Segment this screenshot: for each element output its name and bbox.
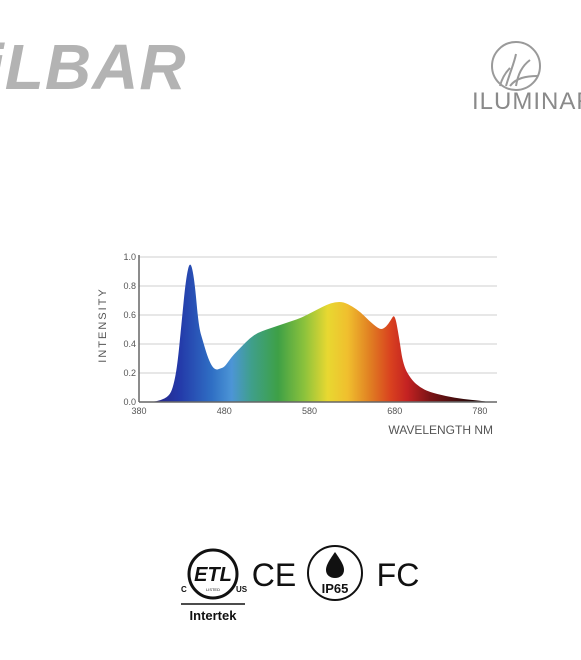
x-axis-label: WAVELENGTH NM xyxy=(388,423,493,437)
etl-us-text: US xyxy=(236,585,248,594)
certification-logos: ETL LISTED C US Intertek CE IP65 FC xyxy=(170,540,430,630)
y-tick-label: 0.6 xyxy=(123,310,136,320)
x-tick-label: 380 xyxy=(131,406,146,416)
ce-mark: CE xyxy=(252,554,296,599)
iluminar-logo: ILUMINAR xyxy=(470,36,581,116)
ip65-mark: IP65 xyxy=(304,542,366,609)
etl-c-text: C xyxy=(181,585,187,594)
y-tick-label: 1.0 xyxy=(123,252,136,262)
spectrum-area xyxy=(139,264,489,402)
x-tick-label: 680 xyxy=(387,406,402,416)
x-tick-label: 580 xyxy=(302,406,317,416)
fcc-icon: FC xyxy=(377,557,420,593)
etl-listed-mark: ETL LISTED C US Intertek xyxy=(175,544,251,627)
chart-axes xyxy=(138,255,497,403)
ip65-text: IP65 xyxy=(322,581,349,596)
fcc-mark: FC xyxy=(376,554,420,599)
etl-listed-text: LISTED xyxy=(206,587,220,592)
y-tick-label: 0.2 xyxy=(123,368,136,378)
spectrum-chart: 0.0 0.2 0.4 0.6 0.8 1.0 380 480 580 680 780 INTEN… xyxy=(97,252,497,437)
intertek-text: Intertek xyxy=(190,608,238,622)
brand-title: iLBAR xyxy=(0,31,187,103)
y-tick-label: 0.0 xyxy=(123,397,136,407)
x-tick-label: 480 xyxy=(217,406,232,416)
ce-icon: CE xyxy=(252,557,296,593)
logo-wordmark: ILUMINAR xyxy=(472,88,581,115)
x-tick-label: 780 xyxy=(472,406,487,416)
etl-icon: ETL LISTED C US Intertek xyxy=(181,548,248,623)
y-axis-label: INTENSITY xyxy=(97,287,109,362)
etl-letters: ETL xyxy=(194,564,232,586)
fcc-text: FC xyxy=(377,557,420,593)
leaf-logo-icon xyxy=(491,41,541,91)
y-tick-label: 0.4 xyxy=(123,339,136,349)
ce-text: CE xyxy=(252,557,296,593)
y-tick-label: 0.8 xyxy=(123,281,136,291)
waterdrop-icon: IP65 xyxy=(307,545,363,601)
